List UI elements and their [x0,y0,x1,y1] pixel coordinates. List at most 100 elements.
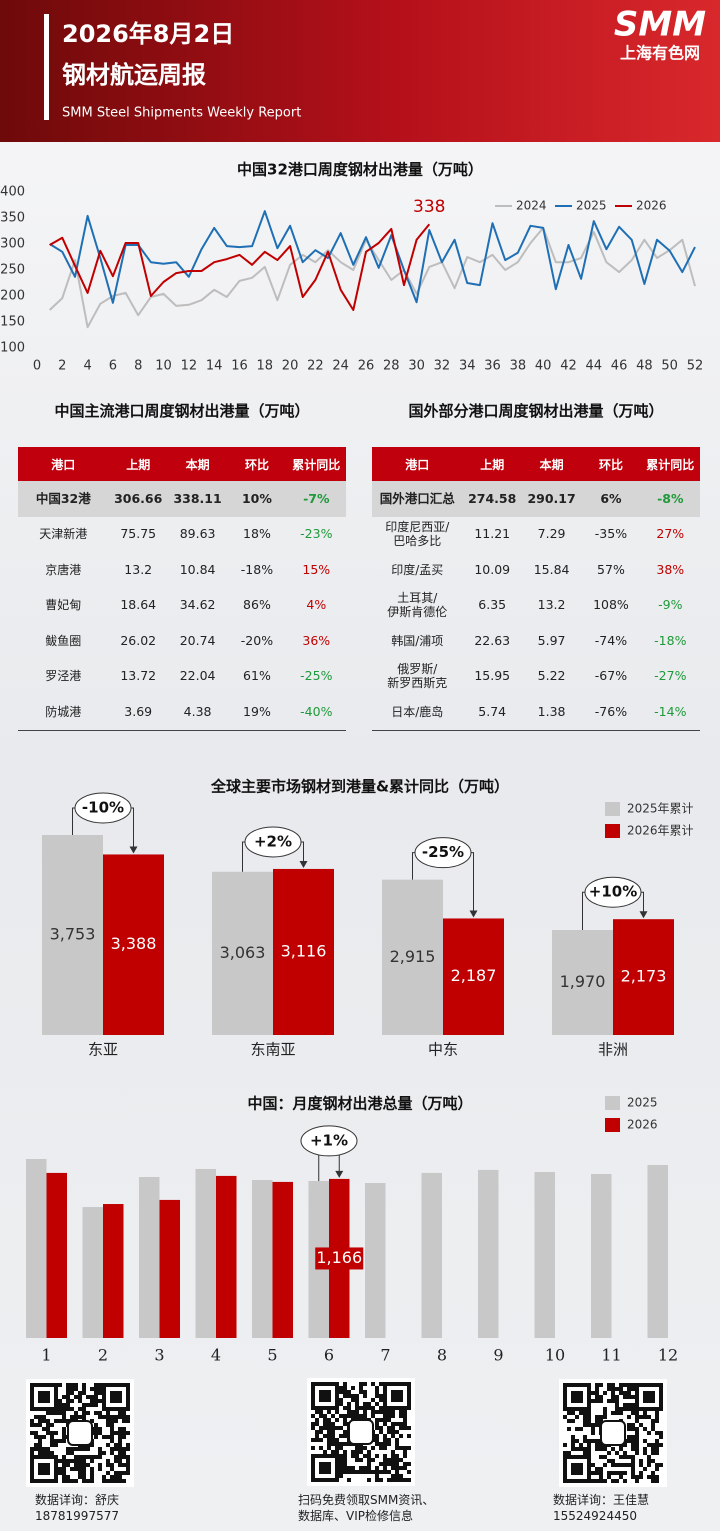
x-tick-label: 38 [510,359,527,374]
table-cell: 108% [593,597,629,613]
table-cell: 罗泾港 [45,669,82,684]
table-cell: 韩国/浦项 [391,633,444,648]
table-cell: 10% [227,481,287,517]
table-cell: 86% [243,597,271,613]
x-tick-label: 22 [307,359,324,374]
annotation-arrow [639,911,648,919]
x-tick-label: 20 [282,359,299,374]
qr-finder [319,1462,331,1474]
bar [273,868,334,1035]
table-cell: 10.84 [179,561,216,577]
table-cell: 日本/鹿岛 [391,704,444,719]
table-cell: -27% [654,668,687,684]
table-cell: 18% [243,526,271,542]
chart-title: 中国：月度钢材出港总量（万吨） [247,1095,472,1113]
table-cell: -18% [654,632,687,648]
x-tick-label: 32 [434,359,451,374]
bar [552,930,613,1035]
table-title: 国外部分港口周度钢材出港量（万吨） [408,402,664,420]
bar [534,1171,555,1338]
table-row: 国外港口汇总 274.58 290.17 6% -8% [372,481,700,517]
table-row: 曹妃甸 18.64 34.62 86% 4% [18,588,346,624]
bar [103,1204,124,1338]
table-cell: 1.38 [537,703,566,719]
table-cell: 6.35 [478,597,507,613]
y-tick-label: 300 [0,237,25,252]
table-cell: 13.72 [120,668,157,684]
column-header: 本期 [167,447,228,481]
legend-label: 2026 [636,199,667,213]
x-tick-label: 0 [33,359,41,374]
table-cell: 22.04 [179,668,216,684]
value-label: 1,166 [316,1248,362,1267]
table: 港口 上期 本期 环比 累计同比 中国32港 306.66 338.11 10% -7% 天津新港 7… [18,447,346,731]
qr-finder [563,1455,591,1483]
qr-finder [391,1390,403,1402]
x-tick-label: 9 [493,1346,503,1365]
value-label: 3,388 [111,934,157,953]
table-row: 韩国/浦项 22.63 5.97 -74% -18% [372,623,700,659]
annotation: -10% [82,799,124,817]
column-header: 累计同比 [640,447,700,481]
table-cell: 5.22 [537,668,566,684]
contact-line: 18781997577 [35,1509,119,1523]
contact: 扫码免费领取SMM资讯、 数据库、VIP检修信息 [298,1492,434,1524]
annotation-bubble [584,876,642,908]
table-cell: -67% [594,668,628,684]
table-cell: 36% [302,632,331,648]
table-row: 日本/鹿岛 5.74 1.38 -76% -14% [372,694,700,730]
annotation-bubble [300,1125,358,1157]
annotation-bubble [244,826,302,858]
table-cell: -74% [594,632,628,648]
y-tick-label: 150 [0,315,25,330]
table-cell: 34.62 [179,597,216,613]
table-cell: 38% [656,561,685,577]
column-header: 环比 [227,447,287,481]
table-cell: 27% [656,526,685,542]
table-cell: 5.74 [478,703,507,719]
value-label: 3,063 [220,943,266,962]
qr-finder [319,1390,331,1402]
annotation-arrow [335,1170,344,1178]
qr-icon [600,1420,626,1446]
qr-finder [110,1391,122,1403]
value-label: 3,116 [281,941,327,960]
bar [272,1181,293,1338]
qr-finder [563,1383,591,1411]
table-cell: 10.09 [474,561,511,577]
table-row: 防城港 3.69 4.38 19% -40% [18,694,346,730]
x-tick-label: 2 [98,1346,108,1365]
value-label: 2,173 [621,967,667,986]
contact-line: 15524924450 [553,1509,637,1523]
table-cell: 290.17 [521,481,582,517]
column-header: 本期 [521,447,582,481]
table-cell: 274.58 [462,481,522,517]
table-cell: 338.11 [167,481,228,517]
table-header: 港口 上期 本期 环比 累计同比 [372,447,700,481]
table-cell: 15.84 [533,561,570,577]
column-header: 港口 [372,447,463,481]
bar [478,1169,499,1338]
table-cell: 国外港口汇总 [372,481,463,517]
legend-label: 2026 [627,1118,658,1132]
table-cell: -14% [654,703,687,719]
legend-label: 2025年累计 [627,802,694,816]
x-tick-label: 46 [611,359,628,374]
column-header: 上期 [108,447,168,481]
annotation-bubble [74,792,132,824]
bar [216,1175,237,1338]
table-cell: 20.74 [179,632,216,648]
qr-finder [635,1383,663,1411]
legend-label: 2024 [516,199,547,213]
x-tick-label: 52 [687,359,704,374]
table-cell: 京唐港 [45,562,82,577]
x-tick-label: 26 [358,359,375,374]
x-tick-label: 10 [155,359,172,374]
table-cell: -23% [300,526,333,542]
table-cell: 75.75 [120,526,157,542]
qr-finder [571,1391,583,1403]
table-cell: 天津新港 [39,527,88,542]
table: 港口 上期 本期 环比 累计同比 国外港口汇总 274.58 290.17 6% -8% 印度尼西亚… [372,447,700,731]
qr-finder [102,1383,130,1411]
